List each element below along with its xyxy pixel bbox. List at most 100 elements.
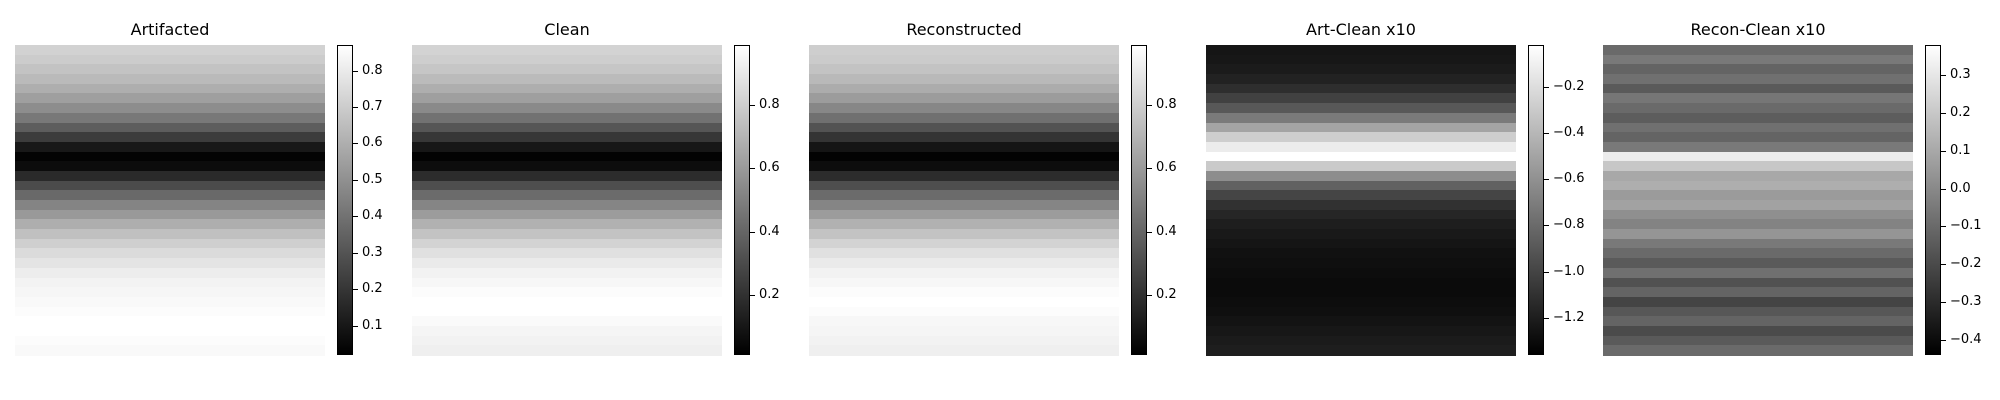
heatmap-row xyxy=(412,200,722,211)
heatmap-image xyxy=(1206,45,1516,356)
heatmap-image xyxy=(809,45,1119,356)
heatmap-row xyxy=(15,93,325,104)
heatmap-row xyxy=(809,277,1119,288)
heatmap-row xyxy=(809,54,1119,65)
heatmap-row xyxy=(15,170,325,182)
heatmap-row xyxy=(412,209,722,220)
colorbar-tick-mark xyxy=(1941,75,1946,77)
heatmap-row xyxy=(412,325,722,337)
colorbar-tick-mark xyxy=(1544,225,1549,227)
heatmap-row xyxy=(1603,103,1913,114)
heatmap-image xyxy=(412,45,722,356)
panel-title: Reconstructed xyxy=(906,20,1022,39)
heatmap-row xyxy=(1603,64,1913,75)
colorbar-tick-label: 0.4 xyxy=(759,223,780,239)
heatmap-row xyxy=(1206,248,1516,259)
heatmap-row xyxy=(412,277,722,288)
heatmap-row xyxy=(809,316,1119,327)
heatmap-row xyxy=(1206,122,1516,133)
colorbar xyxy=(337,45,353,355)
heatmap-row xyxy=(15,219,325,230)
heatmap-row xyxy=(809,287,1119,298)
colorbar-tick-mark xyxy=(353,70,358,72)
heatmap-row xyxy=(809,103,1119,114)
heatmap-row xyxy=(1206,306,1516,317)
heatmap-row xyxy=(809,112,1119,124)
heatmap-row xyxy=(1206,170,1516,182)
heatmap-row xyxy=(412,141,722,153)
heatmap-row xyxy=(412,83,722,95)
heatmap-row xyxy=(1603,161,1913,172)
heatmap-row xyxy=(809,296,1119,308)
heatmap-row xyxy=(809,122,1119,133)
heatmap-row xyxy=(809,64,1119,75)
heatmap-row xyxy=(1206,238,1516,250)
heatmap-row xyxy=(412,316,722,327)
heatmap-row xyxy=(809,74,1119,85)
colorbar-tick-mark xyxy=(1544,132,1549,134)
heatmap-row xyxy=(809,229,1119,240)
colorbar-tick-label: 0.3 xyxy=(1950,67,1971,83)
heatmap-row xyxy=(1206,161,1516,172)
heatmap-row xyxy=(1206,277,1516,288)
heatmap-row xyxy=(1603,306,1913,317)
heatmap-row xyxy=(1603,122,1913,133)
heatmap-row xyxy=(1206,180,1516,191)
heatmap-row xyxy=(412,122,722,133)
colorbar-tick-mark xyxy=(1941,302,1946,304)
heatmap-row xyxy=(1603,345,1913,356)
heatmap-row xyxy=(1603,54,1913,65)
colorbar-tick-mark xyxy=(1147,294,1152,296)
colorbar-tick-mark xyxy=(1941,188,1946,190)
heatmap-row xyxy=(412,287,722,298)
heatmap-row xyxy=(15,151,325,162)
heatmap-row xyxy=(412,190,722,201)
heatmap-row xyxy=(412,64,722,75)
heatmap-row xyxy=(809,170,1119,182)
colorbar-tick-mark xyxy=(750,105,755,107)
heatmap-row xyxy=(1603,325,1913,337)
colorbar-tick-mark xyxy=(1941,226,1946,228)
heatmap-row xyxy=(1206,141,1516,153)
heatmap-row xyxy=(809,151,1119,162)
colorbar-tick-label: 0.1 xyxy=(1950,142,1971,158)
heatmap-row xyxy=(15,345,325,356)
colorbar xyxy=(1528,45,1544,355)
heatmap-row xyxy=(1206,93,1516,104)
heatmap-row xyxy=(1603,151,1913,162)
heatmap-row xyxy=(809,132,1119,143)
heatmap-row xyxy=(412,248,722,259)
colorbar-tick-mark xyxy=(1941,113,1946,115)
heatmap-row xyxy=(15,287,325,298)
heatmap-row xyxy=(1206,54,1516,65)
heatmap-row xyxy=(809,219,1119,230)
heatmap-row xyxy=(1603,296,1913,308)
heatmap-row xyxy=(1603,238,1913,250)
heatmap-row xyxy=(412,335,722,346)
colorbar-tick-mark xyxy=(1941,264,1946,266)
colorbar-tick-label: 0.6 xyxy=(362,135,383,151)
heatmap-row xyxy=(1206,112,1516,124)
colorbar-tick-mark xyxy=(1544,179,1549,181)
heatmap-row xyxy=(1603,93,1913,104)
heatmap-row xyxy=(412,74,722,85)
heatmap-row xyxy=(809,83,1119,95)
heatmap-row xyxy=(1206,83,1516,95)
colorbar-tick-label: 0.8 xyxy=(1156,97,1177,113)
heatmap-row xyxy=(1206,103,1516,114)
heatmap-row xyxy=(412,45,722,56)
heatmap-row xyxy=(809,45,1119,56)
heatmap-row xyxy=(15,229,325,240)
heatmap-row xyxy=(412,238,722,250)
heatmap-row xyxy=(1206,190,1516,201)
heatmap-row xyxy=(412,161,722,172)
heatmap-row xyxy=(412,267,722,279)
heatmap-row xyxy=(15,258,325,269)
heatmap-row xyxy=(809,200,1119,211)
heatmap-row xyxy=(1603,132,1913,143)
colorbar-tick-label: −0.3 xyxy=(1950,294,1982,310)
colorbar-tick-label: 0.6 xyxy=(1156,160,1177,176)
heatmap-row xyxy=(15,54,325,65)
heatmap-row xyxy=(1206,209,1516,220)
heatmap-row xyxy=(1603,112,1913,124)
